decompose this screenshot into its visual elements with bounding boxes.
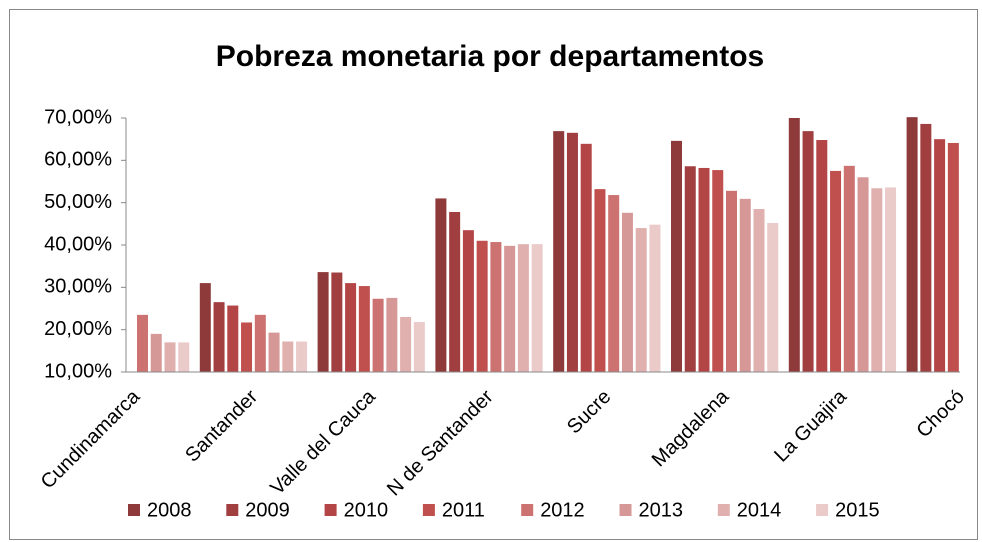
chart-title: Pobreza monetaria por departamentos — [216, 40, 764, 73]
plot-area — [137, 117, 959, 372]
bar — [934, 139, 946, 372]
legend-swatch — [422, 504, 435, 516]
legend-swatch — [128, 504, 140, 516]
bar — [435, 198, 447, 372]
y-tick-label: 50,00% — [44, 191, 112, 213]
bar — [726, 190, 737, 372]
bar — [372, 298, 384, 372]
bar — [462, 230, 474, 372]
y-tick-label: 70,00% — [44, 106, 112, 128]
bar — [621, 212, 633, 372]
bar — [241, 322, 253, 372]
bar — [358, 286, 370, 372]
bar — [268, 332, 280, 372]
legend-swatch — [226, 504, 239, 516]
bar — [531, 244, 543, 372]
bar — [296, 341, 308, 372]
legend-label: 2015 — [835, 499, 880, 521]
bar — [213, 302, 225, 372]
legend-label: 2009 — [245, 499, 289, 521]
bar — [566, 132, 578, 372]
bar — [199, 283, 211, 372]
bar — [413, 322, 425, 372]
bar — [635, 228, 647, 372]
bar — [816, 140, 828, 372]
bar — [317, 272, 329, 372]
bar — [788, 118, 800, 372]
legend-label: 2008 — [147, 499, 192, 521]
bar — [843, 165, 855, 372]
bar — [386, 297, 398, 372]
bar — [906, 117, 918, 372]
bar — [400, 316, 412, 372]
bar — [490, 242, 502, 372]
legend-swatch — [717, 504, 730, 516]
bar — [164, 342, 176, 372]
bar — [594, 189, 606, 372]
bar — [684, 166, 696, 372]
y-tick-label: 20,00% — [44, 318, 112, 340]
bar — [802, 131, 814, 372]
bar — [608, 195, 620, 372]
bar — [504, 245, 516, 372]
bar — [553, 131, 565, 372]
legend-label: 2010 — [344, 499, 389, 521]
bar — [885, 187, 897, 372]
bar — [649, 224, 661, 372]
bar — [671, 140, 682, 372]
legend-swatch — [521, 504, 534, 516]
bar — [449, 211, 461, 372]
legend-label: 2012 — [540, 499, 585, 521]
bar — [254, 314, 266, 372]
bar — [476, 240, 488, 372]
bar — [767, 222, 779, 372]
bar — [227, 305, 239, 372]
bar — [580, 143, 592, 372]
y-tick-label: 60,00% — [44, 149, 112, 171]
bar — [753, 209, 765, 372]
bar — [345, 283, 357, 372]
bar — [857, 177, 869, 372]
bar — [150, 333, 162, 372]
legend-label: 2014 — [737, 499, 782, 521]
bar — [178, 342, 190, 372]
y-tick-label: 40,00% — [44, 233, 112, 255]
legend-label: 2013 — [639, 499, 684, 521]
legend-swatch — [816, 504, 829, 516]
bar — [331, 272, 343, 372]
bar — [739, 198, 751, 372]
bar — [698, 167, 710, 372]
bar — [830, 170, 842, 372]
bar — [137, 314, 148, 372]
bar — [920, 123, 932, 372]
y-tick-label: 30,00% — [44, 276, 112, 298]
bar — [947, 142, 959, 372]
legend-swatch — [324, 504, 337, 516]
y-tick-label: 10,00% — [44, 360, 112, 382]
legend-swatch — [619, 504, 632, 516]
legend-label: 2011 — [442, 499, 485, 521]
bar — [712, 170, 724, 372]
bar — [282, 341, 294, 372]
bar — [871, 188, 883, 372]
bar — [517, 244, 529, 372]
